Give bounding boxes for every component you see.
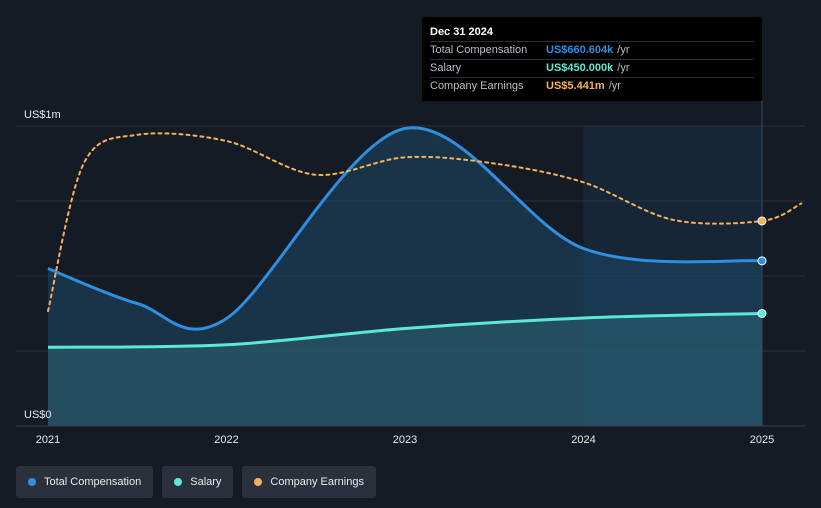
tooltip-row-unit: /yr bbox=[617, 62, 630, 74]
x-tick-label: 2025 bbox=[750, 434, 774, 446]
tooltip-row-label: Total Compensation bbox=[430, 44, 528, 56]
tooltip-row-salary: Salary US$450.000k /yr bbox=[430, 59, 754, 77]
total-compensation-line bbox=[47, 126, 763, 331]
tooltip-row-label: Company Earnings bbox=[430, 80, 524, 92]
x-tick-label: 2024 bbox=[571, 434, 595, 446]
legend-label: Salary bbox=[190, 476, 222, 488]
legend-dot-icon bbox=[28, 478, 36, 486]
salary-area bbox=[48, 313, 762, 426]
tooltip-row-value: US$660.604k bbox=[546, 44, 614, 56]
salary-marker bbox=[757, 309, 767, 318]
company-earnings-marker bbox=[757, 216, 767, 226]
total-compensation-marker bbox=[757, 256, 767, 266]
x-tick-label: 2023 bbox=[393, 434, 417, 446]
x-axis-ticks: 2021 2022 2023 2024 2025 bbox=[36, 434, 774, 446]
x-tick-label: 2021 bbox=[36, 434, 60, 446]
tooltip-row-total-compensation: Total Compensation US$660.604k /yr bbox=[430, 41, 754, 59]
salary-line bbox=[47, 312, 763, 349]
tooltip-row-unit: /yr bbox=[617, 44, 630, 56]
legend-item-company-earnings[interactable]: Company Earnings bbox=[242, 466, 376, 498]
legend-dot-icon bbox=[254, 478, 263, 486]
chart-legend: Total Compensation Salary Company Earnin… bbox=[16, 466, 376, 498]
x-tick-label: 2022 bbox=[214, 434, 238, 446]
legend-label: Total Compensation bbox=[44, 476, 142, 488]
company-earnings-line bbox=[47, 132, 803, 312]
legend-item-total-compensation[interactable]: Total Compensation bbox=[16, 466, 154, 498]
hover-tooltip: Dec 31 2024 Total Compensation US$660.60… bbox=[422, 17, 762, 101]
tooltip-row-unit: /yr bbox=[608, 80, 621, 92]
legend-label: Company Earnings bbox=[270, 476, 364, 488]
tooltip-row-value: US$5.441m bbox=[546, 80, 605, 92]
tooltip-row-company-earnings: Company Earnings US$5.441m /yr bbox=[430, 77, 754, 95]
legend-item-salary[interactable]: Salary bbox=[162, 466, 234, 498]
y-axis-bottom-label: US$0 bbox=[24, 409, 52, 421]
tooltip-row-label: Salary bbox=[430, 62, 462, 74]
y-axis-top-label: US$1m bbox=[24, 109, 61, 121]
tooltip-row-value: US$450.000k bbox=[546, 62, 614, 74]
hover-markers bbox=[757, 216, 767, 318]
tooltip-date: Dec 31 2024 bbox=[430, 26, 493, 38]
legend-dot-icon bbox=[174, 478, 183, 486]
